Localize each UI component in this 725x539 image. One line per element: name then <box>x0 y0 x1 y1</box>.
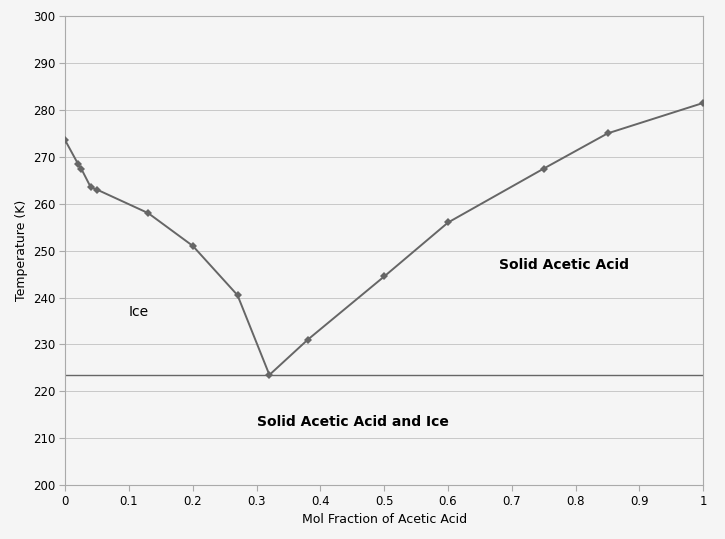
Text: Solid Acetic Acid: Solid Acetic Acid <box>499 258 629 272</box>
X-axis label: Mol Fraction of Acetic Acid: Mol Fraction of Acetic Acid <box>302 513 467 527</box>
Text: Solid Acetic Acid and Ice: Solid Acetic Acid and Ice <box>257 415 449 429</box>
Text: Ice: Ice <box>129 305 149 319</box>
Y-axis label: Temperature (K): Temperature (K) <box>14 200 28 301</box>
